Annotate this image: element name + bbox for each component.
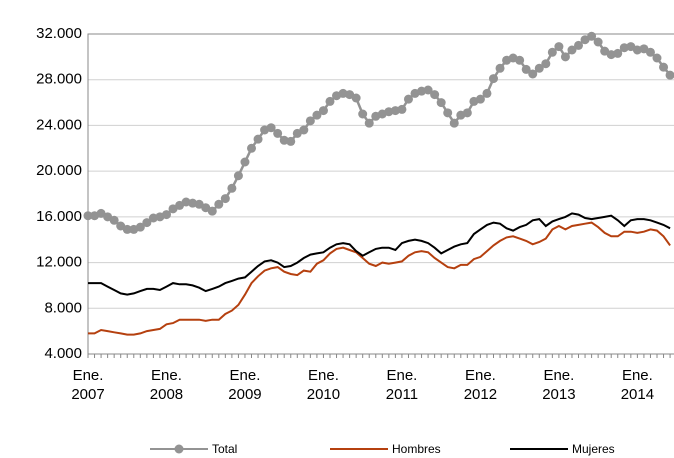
series-marker	[665, 70, 674, 80]
series-marker	[515, 55, 525, 65]
x-tick-label: Ene. 2014	[620, 367, 655, 403]
y-tick-label: 8.000	[44, 299, 82, 316]
series-marker	[652, 53, 662, 63]
series-marker	[161, 210, 171, 220]
series-marker	[574, 40, 584, 50]
series-line	[88, 34, 672, 231]
series-marker	[142, 218, 152, 228]
legend-label: Hombres	[392, 442, 441, 456]
series-marker	[325, 96, 335, 106]
series-marker	[286, 136, 296, 146]
y-tick-label: 4.000	[44, 345, 82, 362]
series-marker	[299, 125, 309, 135]
series-marker	[207, 206, 217, 216]
legend-label: Mujeres	[572, 442, 615, 456]
series-marker	[659, 62, 669, 72]
series-marker	[318, 106, 328, 116]
series-marker	[436, 98, 446, 108]
series-marker	[403, 94, 413, 104]
series-marker	[423, 85, 433, 95]
series-marker	[587, 31, 597, 41]
series-marker	[482, 88, 492, 98]
y-tick-label: 28.000	[36, 71, 82, 88]
legend-marker	[174, 444, 184, 454]
series-marker	[488, 74, 498, 84]
y-tick-label: 16.000	[36, 208, 82, 225]
series-marker	[240, 157, 250, 167]
series-marker	[305, 116, 315, 126]
series-marker	[613, 48, 623, 58]
series-marker	[122, 224, 132, 234]
series-marker	[247, 143, 257, 153]
series-line	[88, 221, 671, 336]
series-marker	[528, 69, 538, 79]
y-tick-label: 32.000	[36, 25, 82, 42]
series-marker	[397, 104, 407, 114]
series-marker	[462, 108, 472, 118]
series-marker	[521, 64, 531, 74]
series-marker	[312, 110, 322, 120]
series-marker	[220, 194, 230, 204]
series-marker	[560, 52, 570, 62]
x-tick-label: Ene. 2009	[228, 367, 262, 403]
series-marker	[364, 118, 374, 128]
series-marker	[645, 47, 655, 57]
series-marker	[273, 128, 283, 138]
series-marker	[475, 94, 485, 104]
series-marker	[541, 59, 551, 69]
series-marker	[109, 215, 119, 225]
y-tick-label: 12.000	[36, 254, 82, 271]
series-marker	[214, 199, 224, 209]
series-marker	[135, 222, 145, 232]
series-marker	[593, 37, 603, 47]
series-marker	[253, 134, 263, 144]
series-marker	[567, 45, 577, 55]
series-marker	[227, 183, 237, 193]
series-marker	[266, 123, 276, 133]
legend-label: Total	[212, 442, 238, 456]
y-tick-label: 20.000	[36, 162, 82, 179]
series-marker	[534, 63, 544, 73]
series-marker	[443, 108, 453, 118]
series-marker	[495, 63, 505, 73]
series-marker	[351, 93, 361, 103]
series-marker	[547, 47, 557, 57]
x-tick-label: Ene. 2010	[306, 367, 341, 403]
x-tick-label: Ene. 2008	[149, 367, 184, 403]
series-line	[88, 212, 671, 296]
series-marker	[554, 42, 564, 52]
x-tick-label: Ene. 2007	[71, 367, 105, 403]
plot-border	[87, 33, 674, 355]
series-marker	[358, 109, 368, 119]
y-tick-label: 24.000	[36, 116, 82, 133]
series-marker	[233, 171, 243, 181]
series-marker	[449, 118, 459, 128]
series-marker	[83, 211, 93, 221]
x-tick-label: Ene. 2013	[542, 367, 576, 403]
x-tick-label: Ene. 2012	[463, 367, 498, 403]
x-tick-label: Ene. 2011	[385, 367, 419, 403]
series-marker	[430, 90, 440, 100]
